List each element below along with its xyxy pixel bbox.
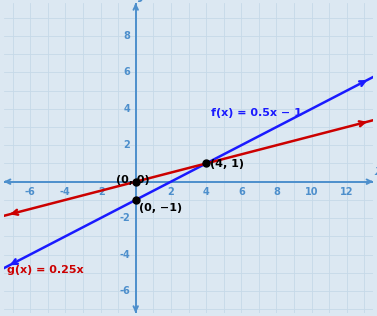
Text: -2: -2: [95, 187, 106, 197]
Text: y: y: [138, 0, 147, 2]
Text: 10: 10: [305, 187, 319, 197]
Text: 4: 4: [203, 187, 210, 197]
Text: 8: 8: [273, 187, 280, 197]
Text: 4: 4: [124, 104, 130, 114]
Text: (0, −1): (0, −1): [139, 203, 182, 213]
Text: (4, 1): (4, 1): [210, 159, 244, 169]
Text: 6: 6: [238, 187, 245, 197]
Text: 2: 2: [124, 140, 130, 150]
Text: -4: -4: [120, 250, 130, 259]
Text: -6: -6: [120, 286, 130, 296]
Text: -6: -6: [25, 187, 35, 197]
Text: 12: 12: [340, 187, 354, 197]
Text: f(x) = 0.5x − 1: f(x) = 0.5x − 1: [211, 108, 302, 118]
Text: -4: -4: [60, 187, 71, 197]
Text: -2: -2: [120, 213, 130, 223]
Text: 8: 8: [124, 31, 130, 41]
Text: (0, 0): (0, 0): [116, 175, 150, 185]
Text: x: x: [374, 164, 377, 178]
Text: 6: 6: [124, 67, 130, 77]
Text: 2: 2: [167, 187, 174, 197]
Text: g(x) = 0.25x: g(x) = 0.25x: [7, 265, 84, 275]
